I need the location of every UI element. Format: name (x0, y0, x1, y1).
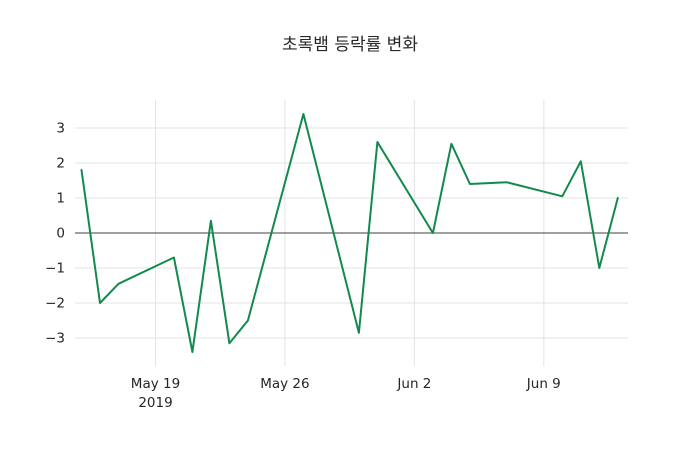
y-tick-label: −3 (45, 331, 65, 347)
x-tick-label: Jun 9 (526, 376, 561, 392)
series-line (80, 113, 619, 353)
x-tick-label: May 26 (260, 376, 309, 392)
x-tick-year-label: 2019 (138, 395, 172, 411)
x-tick-label: May 19 (131, 376, 180, 392)
y-tick-label: −1 (45, 261, 65, 277)
chart-title: 초록뱀 등락률 변화 (282, 35, 418, 55)
y-tick-label: 1 (56, 191, 65, 207)
x-tick-label: Jun 2 (396, 376, 431, 392)
y-tick-label: 3 (56, 121, 65, 137)
y-tick-label: 2 (56, 156, 65, 172)
y-tick-label: 0 (56, 226, 65, 242)
y-tick-label: −2 (45, 296, 65, 312)
